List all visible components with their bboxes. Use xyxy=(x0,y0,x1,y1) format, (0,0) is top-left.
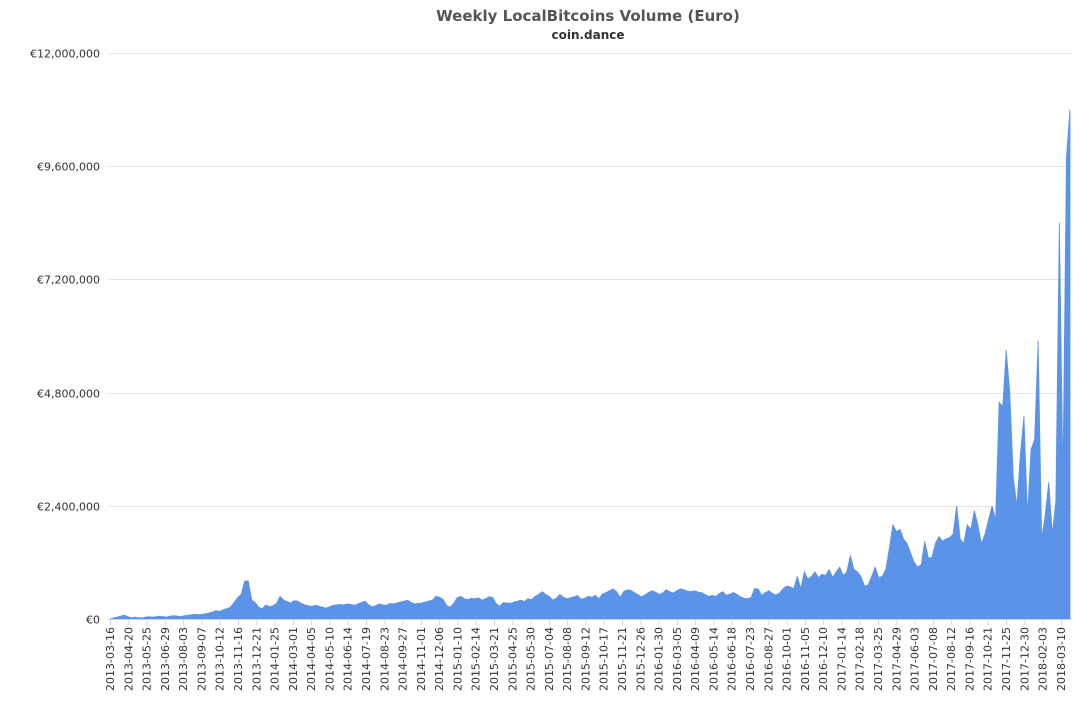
x-tick-label: 2014-03-01 xyxy=(287,627,300,691)
x-tick-label: 2014-08-23 xyxy=(378,627,391,691)
x-tick-label: 2015-05-30 xyxy=(525,627,538,691)
x-tick-label: 2013-11-16 xyxy=(232,627,245,691)
x-tick-label: 2015-08-08 xyxy=(561,627,574,691)
x-tick-label: 2013-04-20 xyxy=(122,627,135,691)
x-tick-label: 2014-11-01 xyxy=(415,627,428,691)
x-tick-label: 2016-04-09 xyxy=(689,627,702,691)
axes: €0 €2,400,000 €4,800,000 €7,200,000 €9,600,0… xyxy=(30,48,1072,691)
x-tick-label: 2017-10-21 xyxy=(982,627,995,691)
y-tick-label: €0 xyxy=(86,614,100,627)
x-tick-label: 2018-02-03 xyxy=(1037,627,1050,691)
x-tick-label: 2017-06-03 xyxy=(909,627,922,691)
x-tick-label: 2016-05-14 xyxy=(707,627,720,691)
x-tick-label: 2014-06-14 xyxy=(342,627,355,691)
y-tick-label: €7,200,000 xyxy=(37,274,100,287)
x-tick-label: 2015-10-17 xyxy=(598,627,611,691)
x-tick-label: 2014-05-10 xyxy=(323,627,336,691)
grid-lines xyxy=(108,53,1072,507)
y-tick-label: €2,400,000 xyxy=(37,501,100,514)
x-tick-label: 2013-10-12 xyxy=(214,627,227,691)
x-tick-label: 2013-06-29 xyxy=(159,627,172,691)
volume-area-series xyxy=(109,109,1071,620)
x-tick-label: 2013-03-16 xyxy=(104,627,117,691)
x-tick-label: 2017-08-12 xyxy=(945,627,958,691)
x-tick-label: 2015-01-10 xyxy=(451,627,464,691)
y-tick-label: €4,800,000 xyxy=(37,388,100,401)
x-tick-label: 2016-07-23 xyxy=(744,627,757,691)
chart-title: Weekly LocalBitcoins Volume (Euro) xyxy=(436,7,740,25)
chart-subtitle: coin.dance xyxy=(551,28,624,42)
y-tick-label: €9,600,000 xyxy=(37,161,100,174)
x-tick-label: 2016-11-05 xyxy=(799,627,812,691)
x-tick-label: 2013-12-21 xyxy=(250,627,263,691)
plot-area xyxy=(109,109,1071,620)
x-tick-label: 2017-11-25 xyxy=(1000,627,1013,691)
x-tick-label: 2013-09-07 xyxy=(195,627,208,691)
y-tick-label: €12,000,000 xyxy=(30,48,100,61)
x-tick-label: 2016-10-01 xyxy=(781,627,794,691)
x-tick-label: 2015-04-25 xyxy=(506,627,519,691)
x-tick-label: 2014-09-27 xyxy=(397,627,410,691)
x-tick-label: 2015-09-12 xyxy=(579,627,592,691)
x-tick-label: 2017-09-16 xyxy=(963,627,976,691)
x-tick-label: 2015-11-21 xyxy=(616,627,629,691)
x-tick-label: 2014-04-05 xyxy=(305,627,318,691)
x-tick-label: 2016-03-05 xyxy=(671,627,684,691)
x-tick-label: 2017-02-18 xyxy=(854,627,867,691)
x-tick-label: 2017-04-29 xyxy=(890,627,903,691)
x-tick-label: 2015-07-04 xyxy=(543,627,556,691)
x-tick-label: 2017-03-25 xyxy=(872,627,885,691)
x-tick-label: 2016-01-30 xyxy=(653,627,666,691)
x-tick-label: 2014-12-06 xyxy=(433,627,446,691)
x-tick-label: 2014-01-25 xyxy=(269,627,282,691)
x-tick-label: 2016-08-27 xyxy=(762,627,775,691)
x-tick-label: 2013-08-03 xyxy=(177,627,190,691)
x-tick-label: 2015-03-21 xyxy=(488,627,501,691)
x-tick-label: 2015-02-14 xyxy=(470,627,483,691)
x-tick-label: 2013-05-25 xyxy=(141,627,154,691)
x-tick-label: 2017-12-30 xyxy=(1018,627,1031,691)
x-tick-label: 2016-06-18 xyxy=(726,627,739,691)
x-tick-label: 2018-03-10 xyxy=(1055,627,1068,691)
x-tick-label: 2016-12-10 xyxy=(817,627,830,691)
x-tick-label: 2017-07-08 xyxy=(927,627,940,691)
x-tick-label: 2014-07-19 xyxy=(360,627,373,691)
x-tick-label: 2015-12-26 xyxy=(634,627,647,691)
x-tick-label: 2017-01-14 xyxy=(835,627,848,691)
